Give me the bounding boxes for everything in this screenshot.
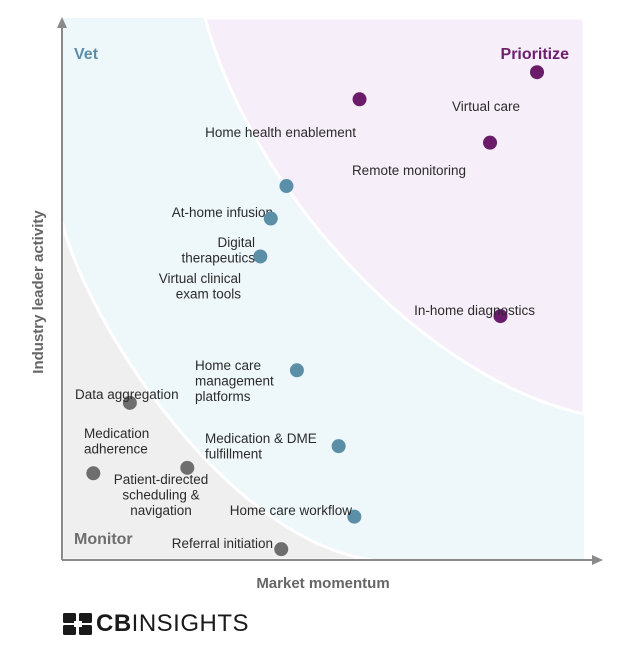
zone-label-prioritize: Prioritize [501,46,570,63]
marker-referral-initiation [274,542,289,557]
brand-text: CBINSIGHTS [96,610,249,638]
label-virtual-care: Virtual care [452,99,520,114]
label-in-home-diagnostics: In-home diagnostics [414,303,535,318]
label-virtual-clinical-exam-tools: Virtual clinical exam tools [159,271,242,302]
x-axis-arrow [592,555,603,565]
marker-at-home-infusion [279,179,294,194]
label-referral-initiation: Referral initiation [172,536,273,551]
point-referral-initiation: Referral initiation [172,536,289,557]
point-data-aggregation: Data aggregation [75,387,179,410]
label-home-health-enablement: Home health enablement [205,125,356,140]
brand-light: INSIGHTS [131,610,250,637]
label-patient-directed-scheduling-and-navigation: Patient-directed scheduling & navigation [114,472,209,518]
marker-virtual-care [530,65,545,80]
point-remote-monitoring: Remote monitoring [352,135,498,178]
zone-label-vet: Vet [74,46,99,63]
cb-logo-icon [63,613,92,635]
marker-home-care-workflow [347,509,362,524]
label-digital-therapeutics: Digital therapeutics [181,235,255,266]
zone-backgrounds [60,16,586,562]
y-axis-arrow [57,17,67,28]
marker-medication-and-dme-fulfillment [331,439,346,454]
point-in-home-diagnostics: In-home diagnostics [414,303,535,324]
label-medication-and-dme-fulfillment: Medication & DME fulfillment [205,431,317,462]
axes [57,17,603,565]
point-at-home-infusion: At-home infusion [172,179,294,220]
zone-prioritize-bg [203,16,586,416]
label-medication-adherence: Medication adherence [84,426,149,457]
axis-labels: Market momentum Industry leader activity [30,210,390,592]
point-digital-therapeutics: Digital therapeutics [181,211,278,266]
label-data-aggregation: Data aggregation [75,387,179,402]
marker-virtual-clinical-exam-tools [253,249,268,264]
marker-patient-directed-scheduling-and-navigation [180,460,195,475]
marker-in-home-diagnostics [493,309,508,324]
point-virtual-clinical-exam-tools: Virtual clinical exam tools [159,249,268,302]
marker-medication-adherence [86,466,101,481]
brand-logo: CBINSIGHTS [63,610,249,638]
point-home-care-workflow: Home care workflow [230,503,362,524]
zone-label-monitor: Monitor [74,531,133,548]
point-medication-adherence: Medication adherence [84,426,149,481]
marker-remote-monitoring [483,135,498,150]
y-axis-label: Industry leader activity [30,210,47,374]
label-home-care-workflow: Home care workflow [230,503,353,518]
x-axis-label: Market momentum [256,575,389,592]
point-patient-directed-scheduling-and-navigation: Patient-directed scheduling & navigation [114,460,209,518]
label-at-home-infusion: At-home infusion [172,205,273,220]
marker-digital-therapeutics [263,211,278,226]
point-home-health-enablement: Home health enablement [205,92,367,140]
brand-bold: CB [96,610,132,637]
point-home-care-management-platforms: Home care management platforms [195,358,304,404]
label-remote-monitoring: Remote monitoring [352,163,466,178]
point-medication-and-dme-fulfillment: Medication & DME fulfillment [205,431,346,462]
marker-data-aggregation [122,395,137,410]
zone-labels: Vet Prioritize Monitor [74,46,569,548]
marker-home-health-enablement [352,92,367,107]
data-points: Virtual care Home health enablement Remote… [75,65,545,557]
point-virtual-care: Virtual care [452,65,545,114]
label-home-care-management-platforms: Home care management platforms [195,358,274,404]
chart: Vet Prioritize Monitor Virtual care Home he… [30,16,603,592]
zone-monitor-bg [60,221,373,562]
marker-home-care-management-platforms [289,363,304,378]
